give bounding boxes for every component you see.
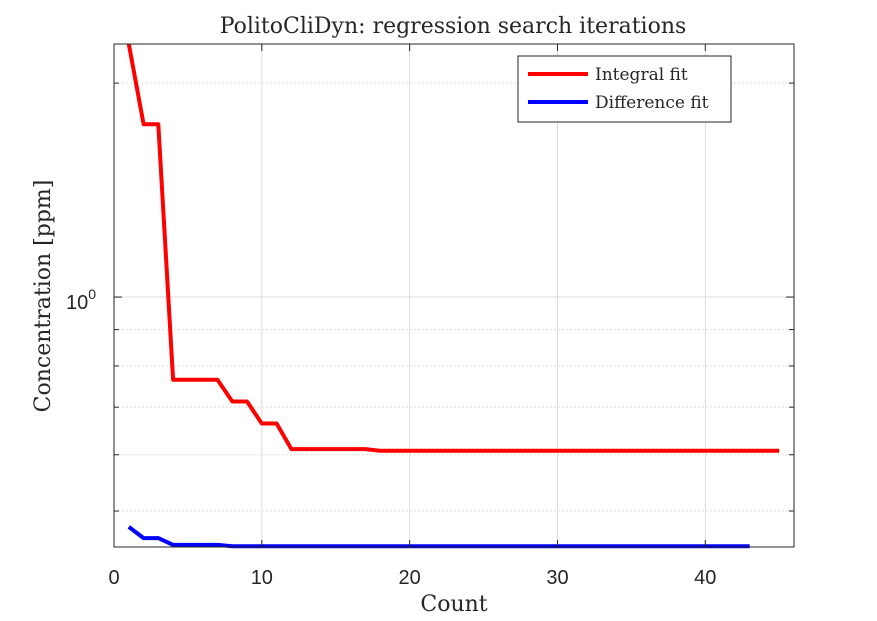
legend-label-difference-fit: Difference fit: [595, 93, 709, 113]
legend-label-integral-fit: Integral fit: [595, 65, 688, 85]
x-tick-label: 40: [694, 567, 716, 589]
legend: Integral fit Difference fit: [517, 55, 732, 123]
y-tick-label-base: 10: [66, 292, 88, 314]
y-axis-label: Concentration [ppm]: [31, 180, 56, 413]
legend-box: [517, 55, 732, 123]
x-tick-label: 0: [108, 567, 119, 589]
grid: [114, 44, 794, 547]
x-tick-label: 20: [399, 567, 421, 589]
series-line-integral-fit: [126, 43, 780, 453]
x-tick-label: 10: [251, 567, 273, 589]
series-layer: [126, 43, 780, 549]
y-tick-label: 100: [66, 286, 96, 314]
x-tick-label: 30: [546, 567, 568, 589]
series-line-difference-fit: [127, 525, 750, 549]
plot-area-frame: [113, 43, 795, 548]
y-tick-label-exponent: 0: [88, 286, 96, 302]
x-axis-label: Count: [420, 592, 487, 617]
chart-title: PolitoCliDyn: regression search iteratio…: [220, 14, 687, 39]
